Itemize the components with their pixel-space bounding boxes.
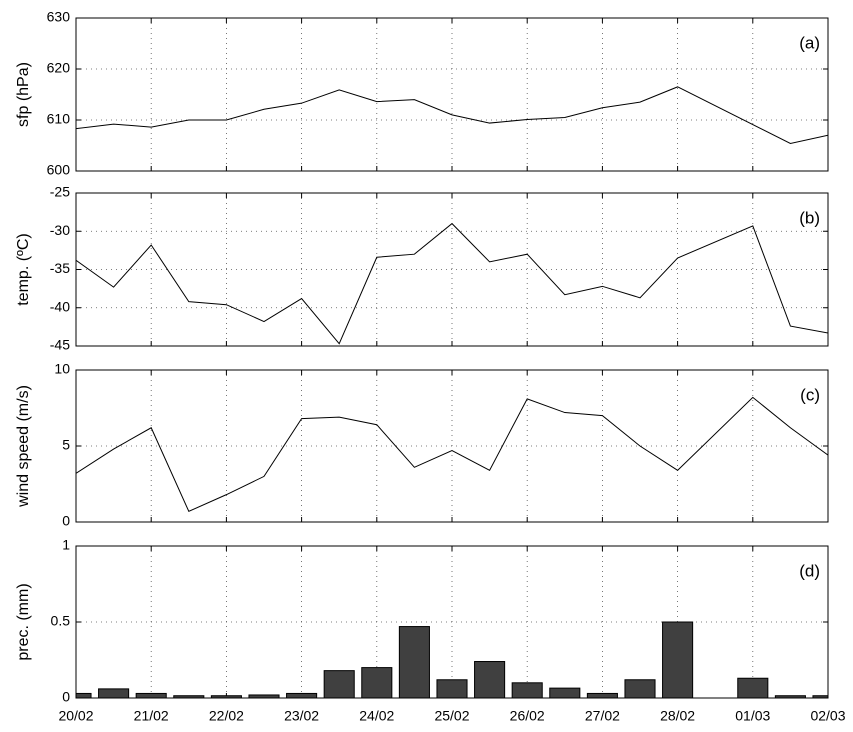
y-tick-label: 620 [47, 60, 71, 76]
bar [662, 621, 694, 698]
x-tick-label: 24/02 [359, 708, 394, 724]
y-tick-label: 10 [54, 361, 70, 377]
bar [586, 692, 618, 698]
y-tick-label: 610 [47, 111, 71, 127]
y-axis-label: sfp (hPa) [15, 62, 32, 127]
panel: 600 610 620 630 (a) sfp (hPa) [15, 9, 829, 178]
y-tick-label: 630 [47, 9, 71, 25]
bar [361, 667, 393, 698]
y-tick-label: 0 [62, 689, 70, 705]
bar [98, 688, 130, 698]
data-line [76, 222, 828, 345]
axes-frame [75, 545, 829, 699]
y-tick-label: -45 [50, 337, 70, 353]
axes-frame [75, 369, 829, 523]
bar [436, 679, 468, 698]
bar [474, 661, 506, 698]
panel: 0 5 10 (c) wind speed (m/s) [15, 361, 829, 529]
y-tick-label: -25 [50, 184, 70, 200]
bar [286, 692, 318, 698]
bar [323, 670, 355, 698]
x-tick-label: 27/02 [585, 708, 620, 724]
y-tick-label: 0.5 [51, 613, 71, 629]
panel-label: (d) [799, 561, 820, 580]
data-line [76, 396, 828, 513]
x-tick-label: 25/02 [434, 708, 469, 724]
panel: -45 -40 -35 -30 -25 (b) temp. (ºC) [15, 184, 829, 353]
x-tick-label: 28/02 [660, 708, 695, 724]
y-tick-label: 0 [62, 513, 70, 529]
bar [624, 679, 656, 698]
y-tick-label: -30 [50, 222, 70, 238]
x-tick-label: 23/02 [284, 708, 319, 724]
panel: 20/02 21/02 22/02 23/02 24/02 25/02 26/02 27/02… [15, 537, 846, 724]
x-tick-label: 26/02 [510, 708, 545, 724]
bar [812, 695, 828, 698]
panel-label: (a) [799, 33, 820, 52]
y-tick-label: 5 [62, 437, 70, 453]
data-line [76, 86, 828, 144]
panel-label: (c) [800, 385, 820, 404]
x-tick-label: 01/03 [735, 708, 770, 724]
bar [398, 626, 430, 698]
bar [511, 682, 543, 698]
bar [76, 692, 92, 698]
bar [248, 694, 280, 698]
bar [135, 692, 167, 698]
x-tick-label: 20/02 [58, 708, 93, 724]
axes-frame [75, 17, 829, 172]
y-axis-label: temp. (ºC) [15, 233, 32, 306]
y-tick-label: -40 [50, 298, 70, 314]
y-axis-label: wind speed (m/s) [15, 385, 32, 508]
x-tick-label: 02/03 [810, 708, 845, 724]
x-tick-label: 22/02 [209, 708, 244, 724]
y-axis-label: prec. (mm) [15, 583, 32, 660]
axes-frame [75, 192, 829, 347]
y-tick-label: -35 [50, 260, 70, 276]
panel-label: (b) [799, 208, 820, 227]
y-tick-label: 1 [62, 537, 70, 553]
y-tick-label: 600 [47, 162, 71, 178]
bar [549, 687, 581, 698]
bar [737, 677, 769, 698]
x-tick-label: 21/02 [134, 708, 169, 724]
